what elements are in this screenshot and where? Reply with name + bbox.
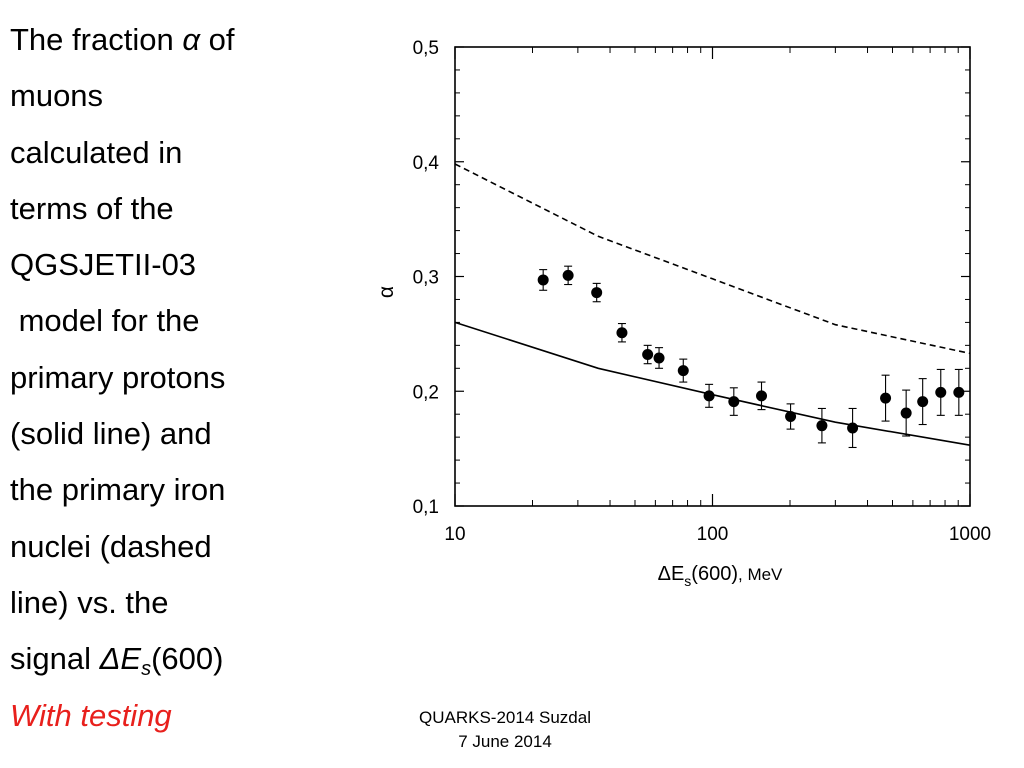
data-point [917,396,929,408]
caption-text: The fraction α of muons calculated in te… [10,12,355,744]
data-point [756,390,768,402]
caption-line: primary protons [10,359,226,395]
x-tick-label: 10 [444,524,465,545]
y-tick-label: 0,3 [413,268,439,289]
y-axis-label: α [375,286,398,298]
proton-line [454,321,971,446]
x-tick-label: 100 [697,524,729,545]
plot-frame [454,46,971,507]
caption-line: muons [10,78,104,114]
iron-dashed-line [454,163,971,355]
data-point [537,274,549,286]
caption-text-part: (600) [151,641,224,677]
data-point [642,349,654,361]
data-point [785,410,797,422]
x-axis-label: ΔEs(600), MeV [658,563,783,589]
footer-line-1: QUARKS-2014 Suzdal [419,708,591,727]
caption-line: The fraction α of [10,12,355,68]
x-tick-label: 1000 [949,524,991,545]
caption-text-part: signal [10,641,100,677]
x-axis-label-delta: Δ [658,563,671,585]
x-axis-label-unit: , MeV [738,565,783,584]
caption-testing-note: With testing [10,697,172,733]
data-point [935,386,947,398]
caption-subscript: s [141,658,152,681]
caption-line: QGSJETII-03 [10,247,197,283]
y-tick-label: 0,4 [413,153,440,174]
caption-line: signal ΔEs(600) [10,631,355,687]
x-axis-label-sub: s [684,573,691,589]
caption-line: the primary iron [10,472,226,508]
data-point [562,269,574,281]
data-point [591,287,603,299]
caption-line: line) vs. the [10,584,169,620]
data-point [703,390,715,402]
data-point [953,386,965,398]
footer-line-2: 7 June 2014 [458,732,552,751]
caption-line: nuclei (dashed [10,528,212,564]
footer: QUARKS-2014 Suzdal 7 June 2014 [380,706,630,754]
caption-line: calculated in [10,134,183,170]
caption-text-part: The fraction [10,22,183,57]
data-point [653,352,665,364]
caption-line: terms of the [10,190,174,226]
caption-alpha: α [182,22,200,57]
x-axis-label-main: E [671,563,684,585]
y-tick-label: 0,1 [413,497,439,518]
data-point [900,407,912,419]
y-tick-label: 0,2 [413,382,439,403]
data-point [616,327,628,339]
data-point [880,392,892,404]
y-tick-label: 0,5 [413,38,439,59]
caption-text-part: of [200,22,235,57]
caption-line: (solid line) and [10,416,212,452]
data-point [677,365,689,377]
caption-delta-e: ΔE [99,641,142,677]
data-point [728,396,740,408]
data-point [816,420,828,432]
x-axis-label-paren: (600) [691,563,738,585]
caption-line: model for the [10,303,200,339]
